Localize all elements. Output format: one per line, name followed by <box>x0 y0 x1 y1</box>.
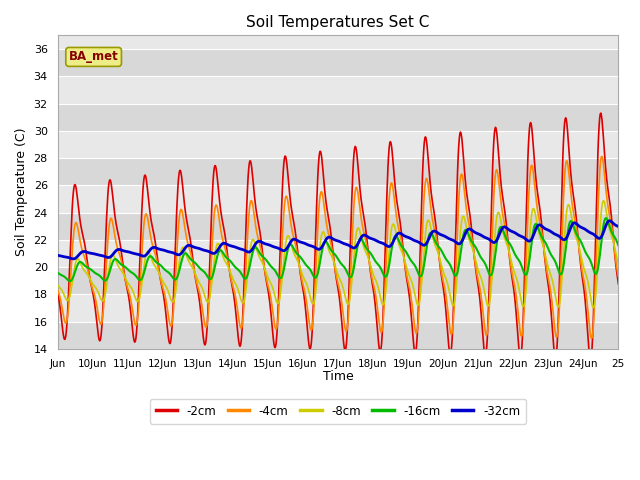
-16cm <box>158 264 166 270</box>
Line: -32cm: -32cm <box>58 221 618 259</box>
-8cm <box>384 264 392 269</box>
Bar <box>58 322 618 349</box>
Bar <box>58 267 618 294</box>
-4cm <box>586 331 594 336</box>
Bar <box>58 104 618 131</box>
-8cm <box>614 262 622 268</box>
-16cm <box>66 278 74 284</box>
Bar <box>58 185 618 213</box>
-4cm <box>54 287 61 293</box>
-2cm <box>587 356 595 362</box>
Line: -8cm: -8cm <box>58 201 618 308</box>
Line: -4cm: -4cm <box>58 156 618 338</box>
-32cm <box>158 247 166 252</box>
-32cm <box>587 230 595 236</box>
-2cm <box>597 110 605 116</box>
-32cm <box>81 249 89 254</box>
X-axis label: Time: Time <box>323 370 353 383</box>
-16cm <box>81 263 89 269</box>
-4cm <box>588 336 595 341</box>
-2cm <box>54 289 61 295</box>
Legend: -2cm, -4cm, -8cm, -16cm, -32cm: -2cm, -4cm, -8cm, -16cm, -32cm <box>150 399 526 423</box>
-2cm <box>614 281 622 287</box>
-2cm <box>586 357 594 362</box>
-8cm <box>589 305 597 311</box>
Bar <box>58 240 618 267</box>
-16cm <box>587 259 595 265</box>
-4cm <box>614 274 622 279</box>
-2cm <box>287 197 294 203</box>
-32cm <box>54 252 61 258</box>
Line: -16cm: -16cm <box>58 218 618 281</box>
Bar <box>58 131 618 158</box>
-4cm <box>384 217 392 223</box>
Bar <box>58 76 618 104</box>
-2cm <box>158 283 166 288</box>
-2cm <box>384 164 392 170</box>
-32cm <box>596 236 604 241</box>
-16cm <box>54 270 61 276</box>
-16cm <box>602 215 610 221</box>
Y-axis label: Soil Temperature (C): Soil Temperature (C) <box>15 128 28 256</box>
-4cm <box>158 281 166 287</box>
-8cm <box>158 276 166 282</box>
-4cm <box>596 170 604 176</box>
-16cm <box>596 254 604 260</box>
-8cm <box>586 292 594 298</box>
Title: Soil Temperatures Set C: Soil Temperatures Set C <box>246 15 429 30</box>
Bar <box>58 213 618 240</box>
-16cm <box>614 242 622 248</box>
Bar <box>58 158 618 185</box>
-8cm <box>54 282 61 288</box>
-2cm <box>81 240 88 245</box>
-32cm <box>606 218 614 224</box>
Line: -2cm: -2cm <box>58 113 618 360</box>
-4cm <box>81 254 88 260</box>
-16cm <box>287 241 294 247</box>
-8cm <box>287 238 294 243</box>
-32cm <box>614 224 622 229</box>
-32cm <box>385 244 392 250</box>
-32cm <box>70 256 77 262</box>
Text: BA_met: BA_met <box>68 50 118 63</box>
-8cm <box>600 198 607 204</box>
-4cm <box>598 154 606 159</box>
-8cm <box>81 268 88 274</box>
-8cm <box>596 230 604 236</box>
-32cm <box>287 239 294 244</box>
-4cm <box>287 216 294 222</box>
Bar <box>58 49 618 76</box>
-16cm <box>385 266 392 272</box>
Bar <box>58 294 618 322</box>
-2cm <box>596 115 604 121</box>
